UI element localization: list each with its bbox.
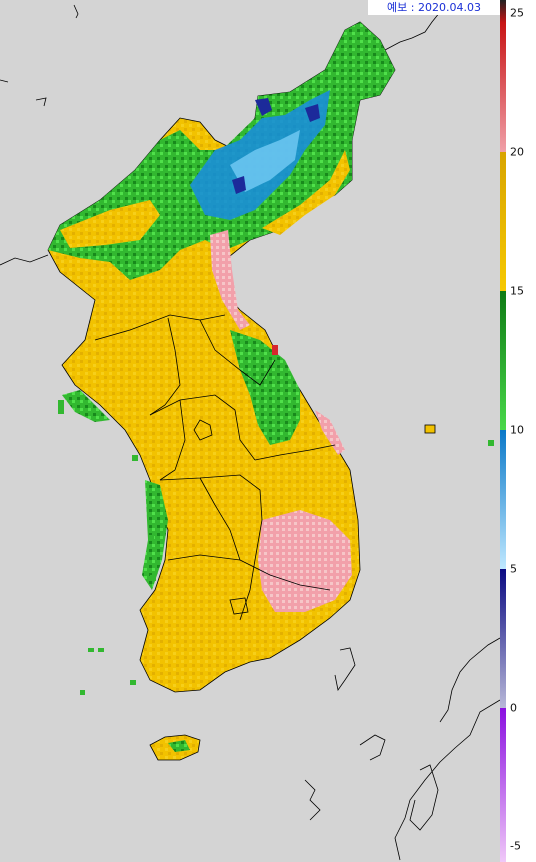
temperature-legend: 25 20 15 10 5 0 -5 (500, 0, 536, 862)
legend-tick-5: 5 (510, 562, 517, 576)
legend-band-20-25 (500, 0, 506, 152)
legend-tick-0: 0 (510, 701, 517, 715)
province-boundaries (94, 314, 336, 621)
legend-band-15-20 (500, 152, 506, 291)
central-green-patch (230, 330, 300, 445)
ulleung-island (424, 424, 436, 434)
legend-band-minus5-0 (500, 708, 506, 862)
north-very-cold-spot-2 (305, 104, 320, 122)
east-coast-warm-strip (210, 230, 250, 330)
legend-tick-minus5: -5 (510, 839, 521, 853)
legend-tick-10: 10 (510, 423, 524, 437)
north-very-cold-spot-3 (232, 176, 246, 194)
north-very-cold-spot (255, 98, 272, 116)
hot-spot (272, 345, 278, 355)
jeju-green-patch (168, 740, 190, 752)
map-canvas (0, 1, 500, 861)
north-gold-patch (60, 200, 160, 248)
legend-band-5-10 (500, 430, 506, 569)
forecast-date-label: 예보 : 2020.04.03 (368, 0, 500, 15)
legend-band-10-15 (500, 291, 506, 430)
north-cold-light-region (230, 130, 300, 192)
legend-band-0-5 (500, 569, 506, 708)
legend-tick-15: 15 (510, 284, 524, 298)
east-coast-warm-strip-2 (315, 410, 345, 455)
legend-colorbar (500, 0, 506, 862)
dokdo-island (488, 440, 494, 446)
southeast-warm-region (258, 510, 352, 612)
temperature-map: 예보 : 2020.04.03 (0, 0, 500, 862)
north-gold-patch-east (262, 150, 350, 235)
west-coast-green-patch (62, 390, 110, 422)
legend-tick-25: 25 (510, 6, 524, 20)
legend-tick-20: 20 (510, 145, 524, 159)
western-islands (58, 400, 156, 695)
southwest-green-patch (142, 480, 168, 590)
neighbor-coastlines (0, 1, 500, 861)
